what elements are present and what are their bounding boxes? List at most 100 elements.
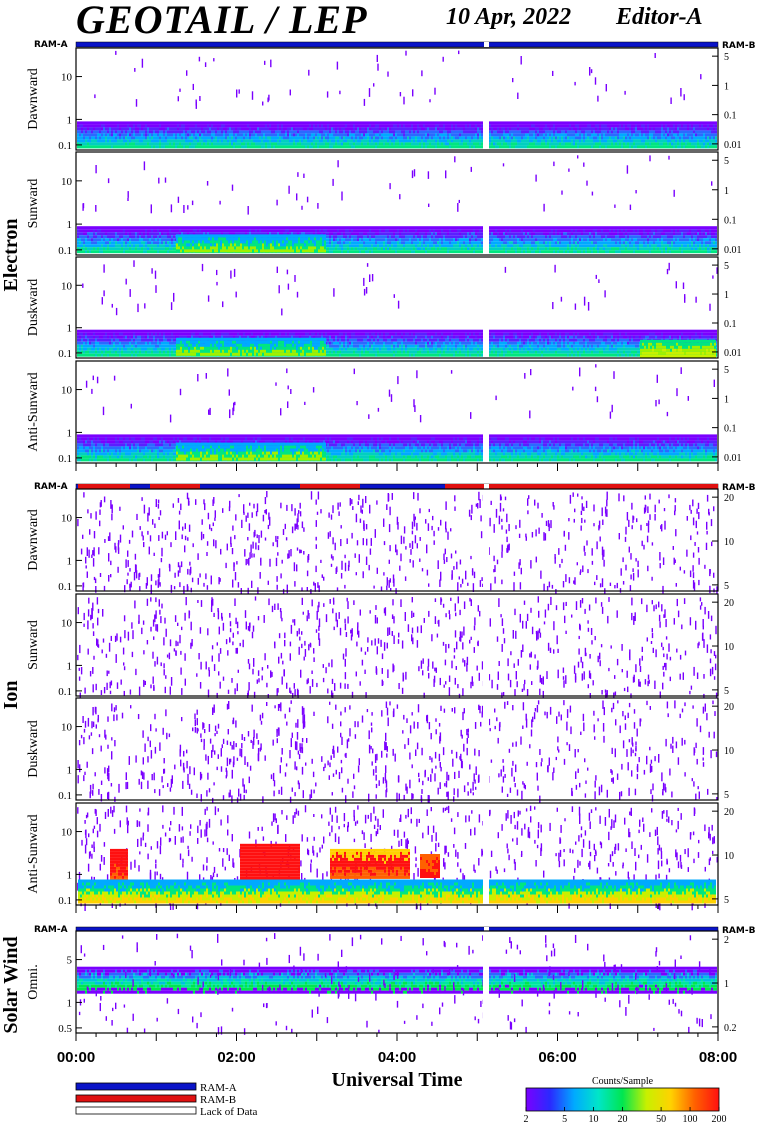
spectrogram-cell	[121, 124, 123, 128]
spectrogram-cell	[373, 142, 375, 146]
spectrogram-cell	[339, 127, 341, 131]
spectrogram-cell	[377, 235, 379, 239]
spectrogram-cell	[353, 142, 355, 146]
spectrogram-cell	[205, 133, 207, 137]
spectrogram-cell	[455, 142, 457, 146]
spectrogram-cell	[147, 139, 149, 143]
spectrogram-cell	[113, 139, 115, 143]
spectrogram-cell	[425, 241, 427, 245]
spectrogram-cell	[307, 229, 309, 233]
spectrogram-cell	[89, 130, 91, 134]
spectrogram-cell	[359, 142, 361, 146]
spectrogram-cell	[645, 136, 647, 140]
spectrogram-cell	[125, 238, 127, 242]
spectrogram-cell	[229, 133, 231, 137]
spectrogram-cell	[247, 121, 249, 125]
spectrogram-cell	[461, 124, 463, 128]
spectrogram-cell	[457, 130, 459, 134]
spectrogram-cell	[81, 127, 83, 131]
spectrogram-cell	[355, 127, 357, 131]
spectrogram-cell	[197, 127, 199, 131]
spectrogram-cell	[149, 226, 151, 230]
spectrogram-cell	[169, 136, 171, 140]
spectrogram-cell	[331, 244, 333, 248]
spectrogram-cell	[235, 124, 237, 128]
spectrogram-cell	[357, 241, 359, 245]
spectrogram-cell	[247, 226, 249, 230]
spectrogram-cell	[411, 133, 413, 137]
spectrogram-cell	[141, 139, 143, 143]
spectrogram-cell	[683, 124, 685, 128]
spectrogram-cell	[311, 142, 313, 146]
spectrogram-cell	[301, 229, 303, 233]
spectrogram-cell	[117, 226, 119, 230]
spectrogram-cell	[361, 247, 363, 251]
spectrogram-pixel	[268, 94, 270, 101]
spectrogram-cell	[473, 250, 475, 254]
spectrogram-cell	[241, 145, 243, 149]
spectrogram-cell	[519, 241, 521, 245]
spectrogram-cell	[163, 250, 165, 254]
spectrogram-cell	[391, 229, 393, 233]
spectrogram-cell	[391, 142, 393, 146]
spectrogram-cell	[373, 145, 375, 149]
spectrogram-cell	[291, 127, 293, 131]
spectrogram-cell	[509, 142, 511, 146]
spectrogram-cell	[389, 130, 391, 134]
spectrogram-cell	[515, 142, 517, 146]
spectrogram-cell	[415, 136, 417, 140]
spectrogram-cell	[359, 250, 361, 254]
spectrogram-cell	[431, 136, 433, 140]
spectrogram-cell	[231, 145, 233, 149]
spectrogram-cell	[109, 235, 111, 239]
spectrogram-cell	[113, 127, 115, 131]
spectrogram-cell	[559, 130, 561, 134]
spectrogram-cell	[107, 136, 109, 140]
spectrogram-cell	[519, 124, 521, 128]
spectrogram-cell	[173, 136, 175, 140]
spectrogram-cell	[467, 226, 469, 230]
spectrogram-cell	[711, 121, 713, 125]
spectrogram-cell	[425, 244, 427, 248]
spectrogram-cell	[417, 139, 419, 143]
spectrogram-cell	[663, 124, 665, 128]
spectrogram-cell	[287, 229, 289, 233]
spectrogram-cell	[393, 121, 395, 125]
spectrogram-cell	[363, 133, 365, 137]
spectrogram-cell	[299, 229, 301, 233]
spectrogram-cell	[617, 124, 619, 128]
spectrogram-cell	[707, 145, 709, 149]
spectrogram-cell	[101, 133, 103, 137]
spectrogram-cell	[525, 229, 527, 233]
spectrogram-cell	[163, 247, 165, 251]
spectrogram-cell	[327, 142, 329, 146]
spectrogram-cell	[505, 226, 507, 230]
spectrogram-cell	[539, 139, 541, 143]
spectrogram-cell	[397, 244, 399, 248]
spectrogram-cell	[81, 121, 83, 125]
spectrogram-cell	[587, 130, 589, 134]
spectrogram-cell	[561, 145, 563, 149]
spectrogram-cell	[421, 226, 423, 230]
spectrogram-cell	[85, 247, 87, 251]
spectrogram-cell	[247, 142, 249, 146]
spectrogram-pixel	[670, 97, 672, 104]
spectrogram-cell	[233, 124, 235, 128]
spectrogram-cell	[687, 121, 689, 125]
spectrogram-cell	[431, 250, 433, 254]
spectrogram-cell	[387, 232, 389, 236]
spectrogram-cell	[501, 133, 503, 137]
spectrogram-cell	[231, 133, 233, 137]
spectrogram-cell	[539, 124, 541, 128]
spectrogram-cell	[137, 229, 139, 233]
spectrogram-cell	[317, 139, 319, 143]
spectrogram-cell	[419, 226, 421, 230]
spectrogram-cell	[265, 142, 267, 146]
spectrogram-cell	[499, 244, 501, 248]
spectrogram-cell	[113, 130, 115, 134]
spectrogram-cell	[309, 232, 311, 236]
spectrogram-cell	[175, 124, 177, 128]
spectrogram-cell	[491, 130, 493, 134]
spectrogram-cell	[653, 142, 655, 146]
spectrogram-cell	[111, 124, 113, 128]
